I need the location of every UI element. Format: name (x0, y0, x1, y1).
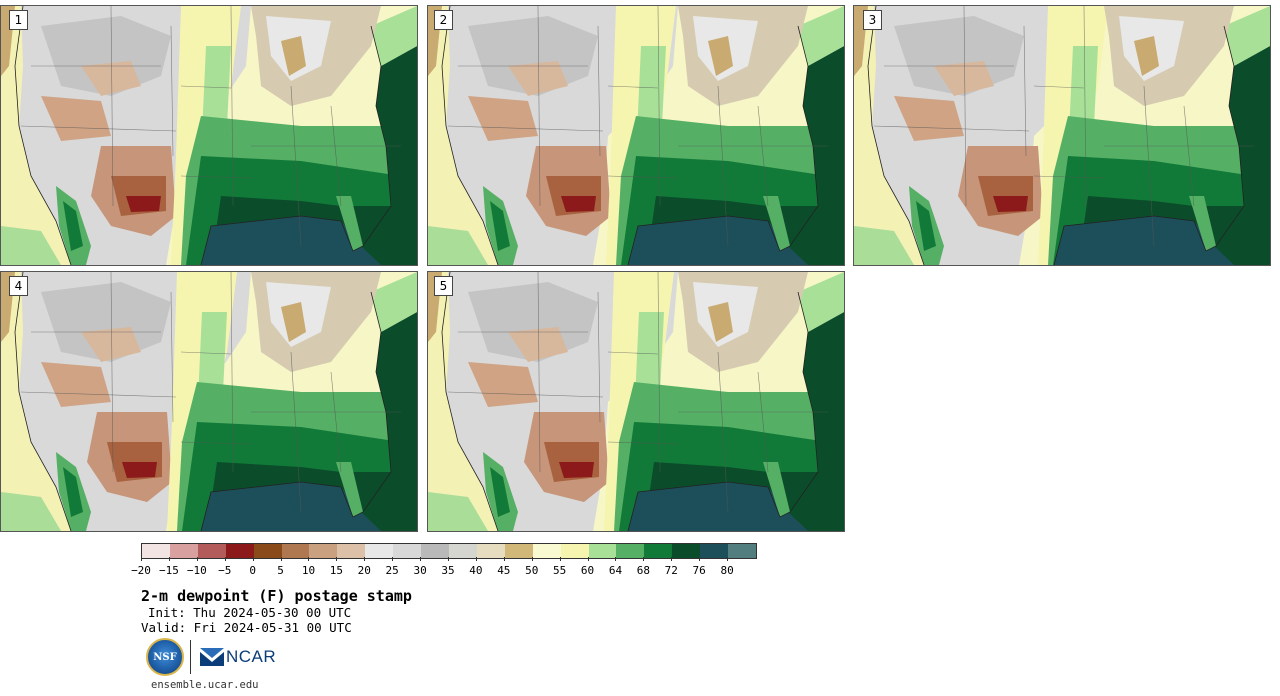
colorbar-tick-label: 35 (441, 564, 455, 577)
colorbar-tickmark (280, 557, 282, 561)
colorbar-tick-label: 80 (720, 564, 734, 577)
colorbar-tickmark (252, 557, 254, 561)
ncar-text: NCAR (226, 647, 277, 666)
colorbar-swatch (504, 544, 533, 558)
map-panel-5: 5 (427, 271, 845, 532)
colorbar-swatch (616, 544, 645, 558)
map-panel-2: 2 (427, 5, 845, 266)
colorbar-swatch (169, 544, 198, 558)
colorbar-tick-label: −20 (131, 564, 151, 577)
colorbar-tick-label: −10 (186, 564, 207, 577)
panel-number: 3 (863, 10, 882, 30)
colorbar-tick-label: 72 (664, 564, 678, 577)
website-link[interactable]: ensemble.ucar.edu (151, 679, 259, 691)
colorbar-tick-label: 20 (357, 564, 371, 577)
map-panel-4: 4 (0, 271, 418, 532)
map-panel-3: 3 (853, 5, 1271, 266)
ncar-logo: NCAR (200, 647, 276, 667)
panel-number: 5 (434, 276, 453, 296)
colorbar-tick-label: 30 (413, 564, 427, 577)
colorbar-tickmark (671, 557, 673, 561)
colorbar-tickmark (615, 557, 617, 561)
colorbar-swatch (309, 544, 338, 558)
colorbar-tick-label: 60 (580, 564, 595, 577)
colorbar-tickmark (364, 557, 366, 561)
colorbar-tick-label: 25 (385, 564, 399, 577)
dewpoint-map (1, 272, 417, 531)
colorbar (141, 543, 757, 559)
colorbar-swatch (393, 544, 422, 558)
colorbar-tick-label: 0 (249, 564, 256, 577)
colorbar-tick-label: 10 (301, 564, 316, 577)
colorbar-tickmark (420, 557, 422, 561)
colorbar-tickmark (475, 557, 477, 561)
colorbar-tickmark (531, 557, 533, 561)
colorbar-tickmark (448, 557, 449, 561)
colorbar-swatch (588, 544, 617, 558)
colorbar-swatch (337, 544, 366, 558)
ncar-mark-icon (200, 648, 224, 666)
colorbar-tick-label: 64 (608, 564, 623, 577)
colorbar-swatch (142, 544, 170, 558)
colorbar-tickmark (336, 557, 338, 561)
colorbar-tickmark (699, 557, 701, 561)
colorbar-swatch (225, 544, 254, 558)
colorbar-swatch (644, 544, 673, 558)
colorbar-tick-label: 55 (553, 564, 567, 577)
colorbar-tickmark (141, 557, 142, 561)
colorbar-swatch (700, 544, 729, 558)
colorbar-tickmark (224, 557, 226, 561)
colorbar-swatch (476, 544, 505, 558)
colorbar-tick-label: 76 (692, 564, 706, 577)
colorbar-tickmark (168, 557, 170, 561)
colorbar-tick-label: 68 (636, 564, 650, 577)
colorbar-swatch (421, 544, 449, 558)
colorbar-tickmark (643, 557, 645, 561)
logo-divider (190, 640, 191, 674)
dewpoint-map (854, 6, 1270, 265)
colorbar-swatch (197, 544, 226, 558)
colorbar-swatch (728, 544, 756, 558)
colorbar-swatch (448, 544, 477, 558)
panel-number: 4 (9, 276, 28, 296)
nsf-logo: NSF (146, 638, 184, 676)
colorbar-tick-label: 40 (469, 564, 483, 577)
colorbar-tickmark (392, 557, 394, 561)
colorbar-swatch (672, 544, 701, 558)
colorbar-tick-label: −5 (218, 564, 232, 577)
colorbar-swatch (253, 544, 282, 558)
colorbar-tick-label: 45 (497, 564, 511, 577)
page-title: 2-m dewpoint (F) postage stamp (141, 587, 412, 605)
colorbar-tick-label: 5 (277, 564, 284, 577)
panel-number: 2 (434, 10, 453, 30)
colorbar-tickmark (503, 557, 505, 561)
dewpoint-map (428, 6, 844, 265)
colorbar-tick-label: −15 (158, 564, 179, 577)
colorbar-swatch (532, 544, 561, 558)
colorbar-tickmark (196, 557, 198, 561)
panel-number: 1 (9, 10, 28, 30)
colorbar-swatch (281, 544, 310, 558)
dewpoint-map (1, 6, 417, 265)
map-panel-1: 1 (0, 5, 418, 266)
colorbar-tick-label: 50 (525, 564, 539, 577)
colorbar-tickmark (587, 557, 589, 561)
colorbar-swatch (560, 544, 589, 558)
colorbar-tick-label: 15 (329, 564, 343, 577)
dewpoint-map (428, 272, 844, 531)
colorbar-swatch (365, 544, 394, 558)
logos: NSF NCAR (146, 638, 276, 676)
init-time: Init: Thu 2024-05-30 00 UTC (148, 605, 352, 620)
colorbar-tickmark (559, 557, 561, 561)
colorbar-tickmark (308, 557, 310, 561)
valid-time: Valid: Fri 2024-05-31 00 UTC (141, 620, 352, 635)
colorbar-tickmark (727, 557, 729, 561)
